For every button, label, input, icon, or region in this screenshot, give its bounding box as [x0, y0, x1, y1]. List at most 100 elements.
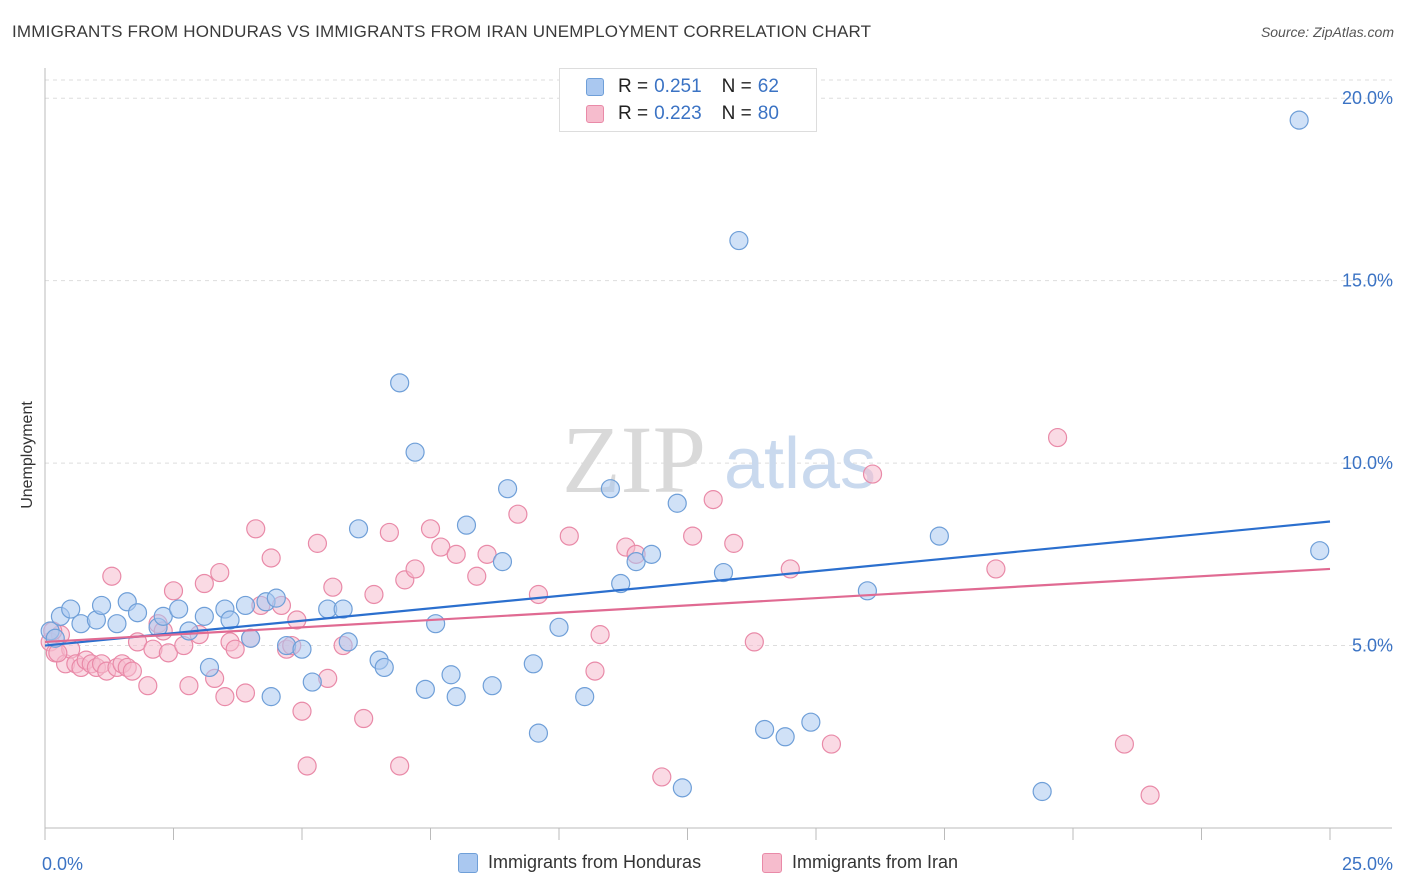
honduras-point	[415, 679, 435, 699]
honduras-point	[348, 519, 369, 539]
iran-point	[508, 504, 528, 524]
axes	[44, 68, 1392, 840]
iran-point	[122, 661, 142, 681]
honduras-point	[374, 657, 394, 678]
source-label: Source: ZipAtlas.com	[1260, 24, 1394, 40]
iran-point	[390, 756, 410, 776]
legend-swatch-pink	[762, 852, 782, 873]
iran-point	[210, 562, 230, 583]
honduras-point	[199, 657, 220, 678]
iran-point	[477, 544, 497, 564]
legend-n-value: 80	[757, 103, 779, 124]
honduras-point	[45, 628, 65, 648]
legend-n-value: 62	[757, 76, 779, 97]
honduras-point	[626, 552, 646, 572]
legend-n-label: N =	[721, 103, 752, 124]
legend-r-label: R =	[618, 76, 649, 97]
legend-r-label: R =	[618, 103, 649, 124]
iran-point	[590, 625, 610, 645]
honduras-point	[91, 595, 112, 616]
chart-title: IMMIGRANTS FROM HONDURAS VS IMMIGRANTS F…	[12, 22, 872, 41]
honduras-point	[61, 599, 81, 619]
iran-point	[467, 566, 487, 586]
iran-point	[724, 533, 744, 553]
honduras-point	[241, 628, 261, 648]
legend-item-honduras[interactable]: Immigrants from Honduras	[458, 852, 701, 873]
honduras-point	[498, 479, 518, 499]
iran-point	[862, 464, 883, 484]
iran-point	[138, 676, 158, 696]
stats-legend: R = 0.251 N = 62 R = 0.223 N = 80	[559, 68, 817, 132]
honduras-point	[1289, 110, 1309, 130]
honduras-point	[857, 581, 878, 601]
honduras-point	[426, 614, 446, 634]
y-tick-label: 20.0%	[1342, 88, 1393, 108]
x-tick-label: 25.0%	[1342, 854, 1393, 874]
iran-point	[194, 573, 214, 594]
legend-n-label: N =	[721, 76, 752, 97]
iran-point	[102, 566, 122, 586]
iran-point	[420, 519, 441, 539]
legend-swatch-blue	[586, 78, 604, 96]
honduras-point	[528, 723, 549, 743]
legend-swatch-pink	[586, 105, 604, 123]
y-tick-label: 5.0%	[1352, 636, 1393, 656]
iran-point	[431, 537, 451, 557]
legend-row-iran: R = 0.223 N = 80	[586, 102, 779, 126]
honduras-point	[641, 544, 662, 564]
honduras-point	[456, 515, 477, 535]
honduras-point	[302, 672, 322, 692]
honduras-point	[667, 493, 687, 513]
iran-point	[261, 548, 281, 568]
iran-point	[405, 559, 425, 579]
legend-swatch-blue	[458, 852, 478, 873]
iran-point	[528, 584, 549, 605]
iran-point	[297, 756, 317, 776]
series-honduras-points	[40, 110, 1330, 802]
iran-point	[158, 643, 178, 663]
iran-point	[215, 687, 235, 707]
legend-r-value: 0.251	[654, 76, 702, 97]
honduras-point	[611, 573, 631, 594]
honduras-point	[169, 599, 189, 619]
honduras-point	[482, 676, 502, 696]
honduras-point	[713, 562, 734, 583]
honduras-point	[492, 552, 513, 572]
legend-row-honduras: R = 0.251 N = 62	[586, 75, 779, 99]
iran-point	[235, 683, 256, 703]
honduras-point	[153, 606, 173, 626]
honduras-point	[235, 595, 256, 616]
legend-label: Immigrants from Honduras	[488, 852, 702, 872]
honduras-point	[292, 639, 312, 659]
watermark-atlas: atlas	[724, 424, 876, 504]
iran-point	[179, 676, 199, 696]
iran-point	[821, 734, 842, 754]
grid-lines	[45, 79, 1392, 647]
iran-point	[683, 526, 703, 546]
iran-point	[1140, 785, 1160, 805]
honduras-point	[600, 479, 621, 499]
honduras-point	[405, 442, 425, 462]
honduras-point	[333, 599, 353, 619]
x-tick-label: 0.0%	[42, 854, 83, 874]
honduras-point	[929, 526, 949, 546]
honduras-point	[549, 617, 569, 637]
iran-point	[364, 584, 384, 605]
iran-point	[744, 632, 764, 652]
iran-point	[379, 522, 399, 543]
iran-point	[354, 708, 374, 729]
legend-item-iran[interactable]: Immigrants from Iran	[762, 852, 958, 873]
honduras-point	[754, 719, 775, 740]
honduras-point	[672, 778, 692, 798]
legend-r-value: 0.223	[654, 103, 702, 124]
honduras-point	[261, 687, 281, 707]
honduras-point	[1032, 781, 1052, 802]
iran-point	[703, 490, 723, 510]
honduras-point	[338, 632, 358, 652]
y-tick-label: 15.0%	[1342, 271, 1393, 291]
honduras-point	[266, 588, 286, 608]
legend-label: Immigrants from Iran	[792, 852, 959, 872]
iran-point	[1114, 734, 1135, 754]
iran-point	[1047, 427, 1068, 448]
